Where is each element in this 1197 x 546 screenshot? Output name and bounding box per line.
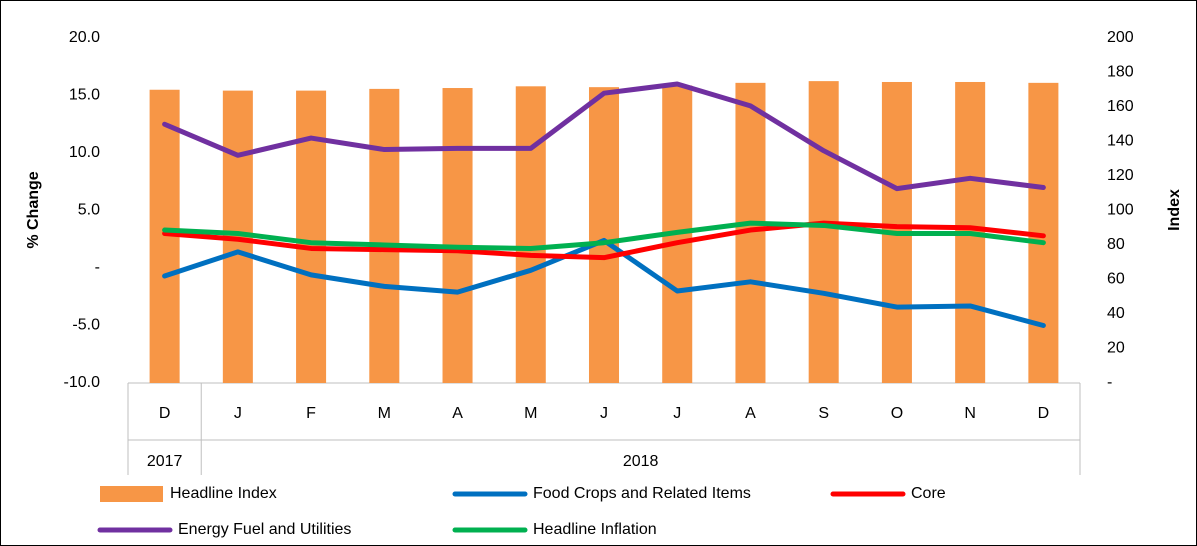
y2-tick-label: 140: [1107, 133, 1134, 150]
y2-axis-title: Index: [1166, 189, 1183, 231]
y-tick-label: -5.0: [72, 317, 100, 334]
legend-swatch: [100, 486, 163, 502]
x-tick-label: O: [891, 405, 903, 422]
bar: [808, 81, 839, 383]
y-tick-label: 15.0: [69, 87, 100, 104]
y-tick-label: 20.0: [69, 29, 100, 46]
x-tick-label: M: [524, 405, 537, 422]
y2-tick-label: 40: [1107, 305, 1125, 322]
y2-tick-label: 60: [1107, 271, 1125, 288]
x-group-label: 2018: [623, 453, 659, 470]
x-tick-label: J: [673, 405, 681, 422]
x-tick-label: M: [378, 405, 391, 422]
y2-tick-label: 100: [1107, 202, 1134, 219]
y2-tick-label: 80: [1107, 236, 1125, 253]
line: [162, 220, 1046, 251]
x-tick-label: F: [306, 405, 316, 422]
x-tick-label: N: [964, 405, 976, 422]
bar: [442, 88, 473, 384]
x-tick-label: J: [234, 405, 242, 422]
y-tick-label: -10.0: [64, 374, 101, 391]
x-group-label: 2017: [147, 453, 183, 470]
legend-label: Headline Index: [170, 485, 277, 502]
y-axis-title: % Change: [25, 171, 42, 248]
line: [162, 81, 1046, 192]
x-tick-label: S: [818, 405, 829, 422]
legend-label: Headline Inflation: [533, 521, 657, 538]
x-tick-label: D: [1038, 405, 1050, 422]
y2-tick-label: 180: [1107, 64, 1134, 81]
y2-tick-label: 160: [1107, 98, 1134, 115]
x-tick-label: J: [600, 405, 608, 422]
legend-label: Core: [911, 485, 946, 502]
y2-tick-label: 200: [1107, 29, 1134, 46]
bar: [296, 90, 327, 384]
y-tick-label: 5.0: [78, 202, 100, 219]
bar: [588, 87, 620, 383]
bar: [515, 86, 546, 384]
legend-label: Energy Fuel and Utilities: [178, 521, 351, 538]
legend-label: Food Crops and Related Items: [533, 485, 751, 502]
x-tick-label: A: [745, 405, 756, 422]
y-tick-label: -: [95, 259, 100, 276]
bar: [369, 88, 400, 383]
x-tick-label: A: [452, 405, 463, 422]
y-tick-label: 10.0: [69, 144, 100, 161]
y2-tick-label: -: [1107, 374, 1112, 391]
x-tick-label: D: [159, 405, 171, 422]
y2-tick-label: 20: [1107, 340, 1125, 357]
y2-tick-label: 120: [1107, 167, 1134, 184]
line: [162, 220, 1046, 261]
